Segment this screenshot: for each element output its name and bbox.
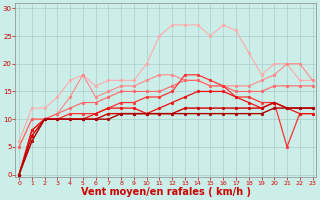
X-axis label: Vent moyen/en rafales ( km/h ): Vent moyen/en rafales ( km/h ) (81, 187, 251, 197)
